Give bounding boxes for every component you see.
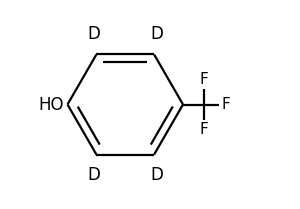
Text: D: D bbox=[150, 25, 163, 43]
Text: F: F bbox=[222, 97, 230, 112]
Text: F: F bbox=[199, 71, 208, 87]
Text: F: F bbox=[199, 122, 208, 138]
Text: D: D bbox=[88, 25, 100, 43]
Text: HO: HO bbox=[38, 96, 64, 113]
Text: D: D bbox=[88, 166, 100, 184]
Text: D: D bbox=[150, 166, 163, 184]
